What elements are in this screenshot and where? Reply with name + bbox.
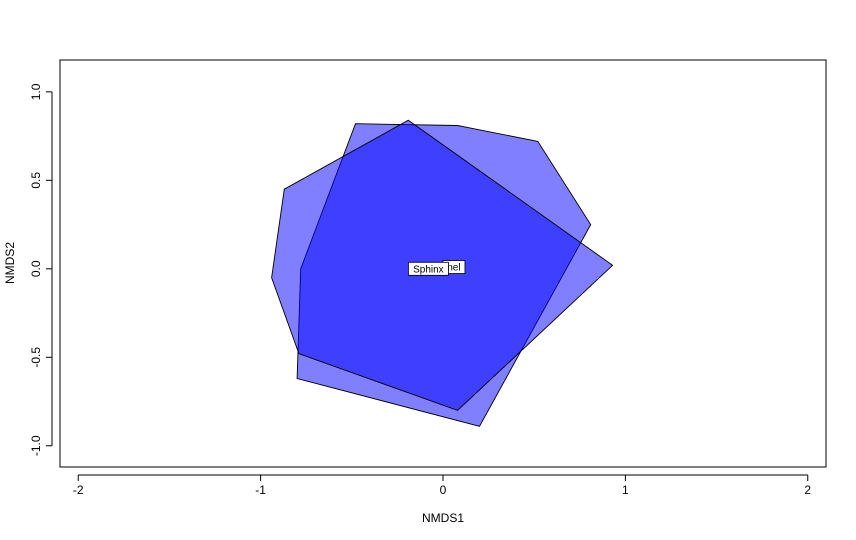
y-tick-label: 0.5 — [29, 172, 43, 189]
x-tick-label: 2 — [804, 483, 811, 497]
x-tick-label: 1 — [622, 483, 629, 497]
y-tick-label: 0.0 — [29, 260, 43, 277]
x-axis-title: NMDS1 — [422, 511, 464, 525]
plot-frame — [59, 59, 827, 468]
y-tick-label: 1.0 — [29, 83, 43, 100]
x-tick-label: -2 — [73, 483, 84, 497]
x-tick-label: -1 — [255, 483, 266, 497]
hull-label-text: Sphinx — [413, 264, 444, 275]
hull-label-box — [408, 261, 449, 276]
hull-label-text: nel — [447, 263, 460, 274]
x-tick-label: 0 — [440, 483, 447, 497]
y-tick-label: -0.5 — [29, 347, 43, 368]
y-tick-label: -1.0 — [29, 435, 43, 456]
y-axis-title: NMDS2 — [3, 242, 17, 284]
x-axis: -2 -1 0 1 2 — [73, 474, 811, 497]
y-axis: -1.0 -0.5 0.0 0.5 1.0 — [29, 83, 53, 456]
hull-label-sphinx: Sphinx — [408, 261, 449, 276]
